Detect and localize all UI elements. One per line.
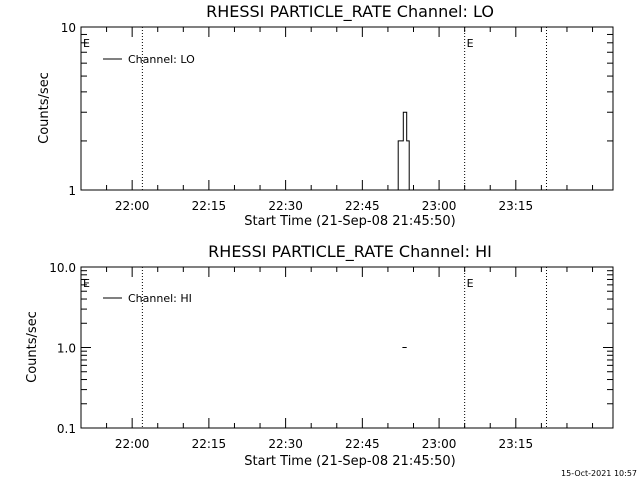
panel-lo-xtick-label: 22:45 <box>345 199 380 213</box>
panel-lo-legend-label: Channel: LO <box>128 53 195 66</box>
panel-lo-ytick-label: 10 <box>61 21 76 35</box>
panel-lo-plot-frame <box>80 26 614 191</box>
panel-hi-title: RHESSI PARTICLE_RATE Channel: HI <box>208 242 492 262</box>
panel-hi-legend-label: Channel: HI <box>128 292 192 305</box>
panel-lo-series-line <box>397 111 410 190</box>
panel-hi-xtick-label: 22:00 <box>115 437 150 451</box>
panel-hi-xtick-label: 23:15 <box>499 437 534 451</box>
panel-lo-xtick-label: 22:00 <box>115 199 150 213</box>
panel-lo-xtick-label: 22:15 <box>192 199 227 213</box>
panel-hi-ytick-label: 10.0 <box>49 261 76 275</box>
panel-lo-xtick-label: 23:00 <box>422 199 457 213</box>
panel-hi-xtick-label: 22:45 <box>345 437 380 451</box>
panel-lo-ylabel: Counts/sec <box>37 72 52 144</box>
panel-hi-ytick-label: 1.0 <box>57 342 76 356</box>
panel-lo-channel: RHESSI PARTICLE_RATE Channel: LO Start T… <box>37 2 614 229</box>
panel-hi-event-marker-label: E <box>83 277 90 290</box>
panel-hi-ytick-label: 0.1 <box>57 422 76 436</box>
panel-lo-ytick-label: 1 <box>68 184 76 198</box>
panel-lo-xtick-label: 22:30 <box>268 199 303 213</box>
panel-hi-xlabel: Start Time (21-Sep-08 21:45:50) <box>244 454 455 469</box>
panel-hi-xtick-label: 22:30 <box>268 437 303 451</box>
panel-hi-xtick-label: 22:15 <box>192 437 227 451</box>
panel-hi-channel: RHESSI PARTICLE_RATE Channel: HI Start T… <box>25 242 614 469</box>
panel-lo-event-marker-label: E <box>83 37 90 50</box>
panel-hi-event-marker-label: E <box>467 277 474 290</box>
panel-lo-xlabel: Start Time (21-Sep-08 21:45:50) <box>244 214 455 229</box>
panel-hi-ylabel: Counts/sec <box>25 311 40 383</box>
panel-hi-xtick-label: 23:00 <box>422 437 457 451</box>
panel-lo-event-marker-label: E <box>467 37 474 50</box>
panel-lo-title: RHESSI PARTICLE_RATE Channel: LO <box>206 2 494 22</box>
panel-lo-xtick-label: 23:15 <box>499 199 534 213</box>
footer-timestamp: 15-Oct-2021 10:57 <box>561 469 637 478</box>
